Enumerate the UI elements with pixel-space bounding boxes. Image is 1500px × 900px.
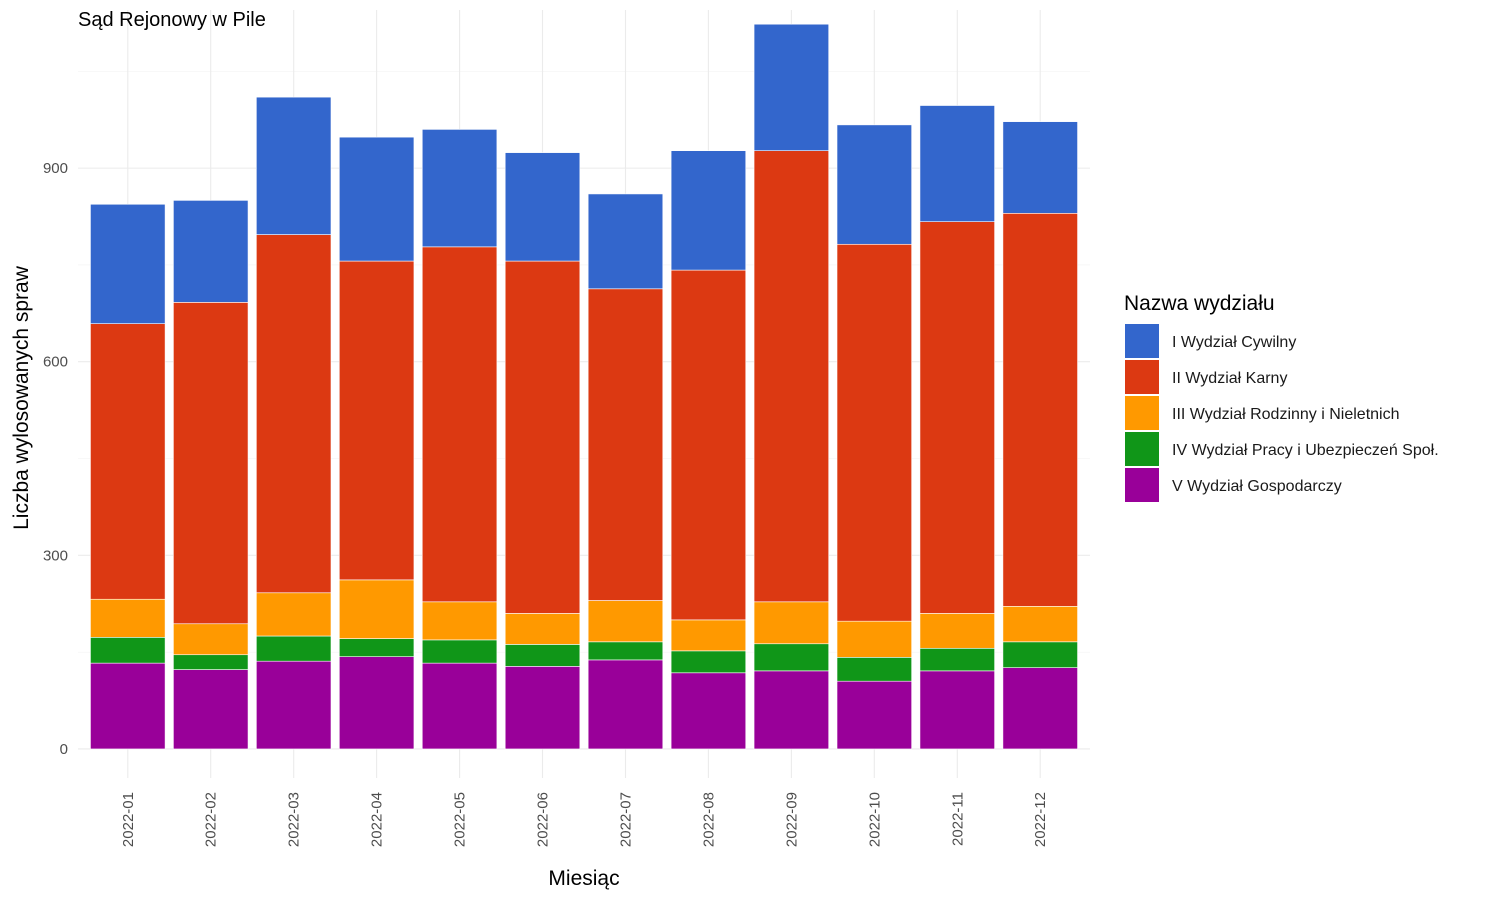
- x-axis-title: Miesiąc: [548, 867, 619, 890]
- bar-segment: [90, 598, 166, 638]
- legend-label: IV Wydział Pracy i Ubezpieczeń Społ.: [1172, 442, 1439, 459]
- chart-title: Sąd Rejonowy w Pile: [78, 9, 266, 31]
- bar-segment: [836, 124, 912, 245]
- bar-segment: [1002, 667, 1078, 750]
- bar-segment: [587, 600, 664, 643]
- bar-segment: [173, 200, 249, 303]
- bar-segment: [421, 246, 498, 603]
- x-tick-label: 2022-05: [452, 792, 469, 847]
- bar-segment: [90, 637, 166, 664]
- bar-segment: [338, 136, 415, 262]
- legend-label: V Wydział Gospodarczy: [1172, 478, 1342, 495]
- y-tick-label: 600: [43, 354, 68, 371]
- bar-segment: [670, 619, 747, 652]
- bar-segment: [256, 635, 332, 662]
- bars: [90, 23, 1078, 750]
- bar-segment: [587, 193, 664, 290]
- bar-segment: [753, 150, 830, 603]
- bar-segment: [421, 129, 498, 248]
- bar-segment: [504, 613, 581, 645]
- bar-segment: [1002, 606, 1078, 643]
- y-tick-label: 300: [43, 547, 68, 564]
- x-tick-label: 2022-11: [949, 792, 966, 846]
- bar-segment: [1002, 641, 1078, 668]
- bar-segment: [919, 670, 995, 750]
- bar-segment: [421, 662, 498, 750]
- legend-label: II Wydział Karny: [1172, 370, 1287, 387]
- bar-segment: [173, 623, 249, 656]
- bar-segment: [338, 638, 415, 657]
- bar-segment: [753, 601, 830, 645]
- bar-segment: [90, 662, 166, 750]
- bar-segment: [256, 592, 332, 637]
- bar-segment: [753, 23, 830, 151]
- bar-segment: [836, 680, 912, 750]
- legend-swatch: [1125, 432, 1159, 466]
- bar-segment: [670, 269, 747, 621]
- bar-segment: [256, 96, 332, 235]
- x-axis: 2022-01 2022-02 2022-03 2022-04 2022-05 2022-…: [120, 792, 1049, 847]
- bar-segment: [753, 643, 830, 672]
- bar-segment: [919, 613, 995, 649]
- bar-segment: [1002, 121, 1078, 214]
- legend-swatch: [1125, 396, 1159, 430]
- x-tick-label: 2022-03: [286, 792, 303, 847]
- x-tick-label: 2022-06: [535, 792, 552, 847]
- x-tick-label: 2022-04: [369, 792, 386, 847]
- bar-segment: [587, 288, 664, 601]
- bar-segment: [836, 657, 912, 682]
- bar-segment: [421, 601, 498, 641]
- legend-swatch: [1125, 360, 1159, 394]
- bar-segment: [90, 203, 166, 324]
- y-tick-label: 0: [60, 741, 68, 758]
- bar-segment: [504, 666, 581, 750]
- bar-segment: [256, 660, 332, 750]
- x-tick-label: 2022-07: [617, 792, 634, 847]
- bar-segment: [504, 644, 581, 667]
- legend-swatch: [1125, 324, 1159, 358]
- bar-segment: [256, 234, 332, 594]
- bar-segment: [670, 672, 747, 750]
- legend-label: III Wydział Rodzinny i Nieletnich: [1172, 406, 1400, 423]
- bar-segment: [670, 650, 747, 674]
- bar-segment: [173, 302, 249, 625]
- bar-segment: [919, 647, 995, 672]
- x-tick-label: 2022-09: [783, 792, 800, 847]
- legend-label: I Wydział Cywilny: [1172, 334, 1296, 351]
- bar-segment: [504, 260, 581, 614]
- y-axis-title: Liczba wylosowanych spraw: [10, 265, 33, 530]
- bar-segment: [836, 243, 912, 622]
- x-tick-label: 2022-01: [120, 792, 137, 847]
- x-tick-label: 2022-08: [700, 792, 717, 847]
- bar-segment: [1002, 212, 1078, 607]
- bar-segment: [836, 620, 912, 658]
- bar-segment: [919, 221, 995, 614]
- bar-segment: [587, 659, 664, 750]
- bar-segment: [753, 670, 830, 750]
- x-tick-label: 2022-02: [203, 792, 220, 847]
- bar-segment: [919, 105, 995, 222]
- bar-segment: [338, 260, 415, 581]
- x-tick-label: 2022-12: [1032, 792, 1049, 847]
- bar-segment: [504, 152, 581, 262]
- bar-segment: [90, 323, 166, 600]
- bar-segment: [670, 150, 747, 271]
- bar-segment: [338, 656, 415, 750]
- legend-title: Nazwa wydziału: [1124, 292, 1275, 315]
- bar-segment: [173, 654, 249, 670]
- legend-swatch: [1125, 468, 1159, 502]
- bar-segment: [421, 639, 498, 664]
- y-axis: 0 300 600 900: [43, 160, 68, 758]
- legend: Nazwa wydziału I Wydział Cywilny II Wydzi…: [1124, 292, 1439, 502]
- bar-segment: [338, 579, 415, 639]
- bar-segment: [173, 669, 249, 750]
- x-tick-label: 2022-10: [866, 792, 883, 847]
- bar-segment: [587, 641, 664, 661]
- y-tick-label: 900: [43, 160, 68, 177]
